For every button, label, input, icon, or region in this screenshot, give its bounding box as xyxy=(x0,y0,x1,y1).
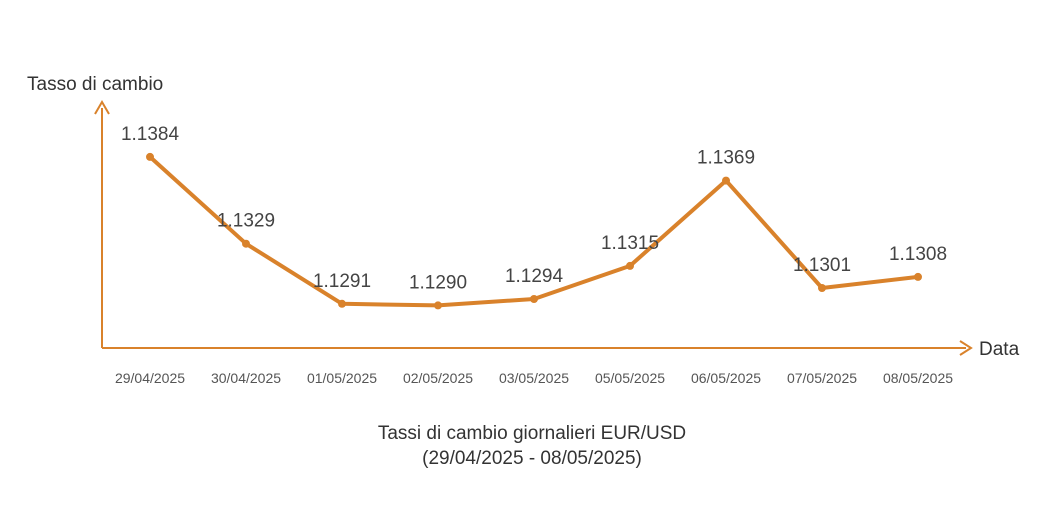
data-label: 1.1301 xyxy=(793,255,851,276)
x-tick-label: 29/04/2025 xyxy=(115,370,185,386)
data-point xyxy=(626,261,634,270)
data-label: 1.1291 xyxy=(313,271,371,292)
data-labels: 1.1384 1.1329 1.1291 1.1290 1.1294 1.1315 1.13… xyxy=(121,124,947,294)
x-tick-label: 07/05/2025 xyxy=(787,370,857,386)
data-point xyxy=(338,299,346,308)
data-label: 1.1384 xyxy=(121,124,180,145)
x-tick-label: 01/05/2025 xyxy=(307,370,377,386)
data-point xyxy=(434,301,442,310)
data-point xyxy=(722,176,730,185)
data-points xyxy=(146,152,922,310)
x-tick-label: 05/05/2025 xyxy=(595,370,665,386)
data-point xyxy=(818,284,826,292)
x-tick-label: 02/05/2025 xyxy=(403,370,473,386)
data-label: 1.1369 xyxy=(697,148,755,169)
x-tick-label: 06/05/2025 xyxy=(691,370,761,386)
x-tick-labels: 29/04/2025 30/04/2025 01/05/2025 02/05/2025… xyxy=(115,370,953,386)
data-label: 1.1290 xyxy=(409,272,467,293)
data-point xyxy=(530,295,538,303)
data-label: 1.1315 xyxy=(601,233,659,254)
data-label: 1.1329 xyxy=(217,211,275,232)
x-tick-label: 08/05/2025 xyxy=(883,370,953,386)
x-tick-label: 30/04/2025 xyxy=(211,370,281,386)
x-tick-label: 03/05/2025 xyxy=(499,370,569,386)
data-label: 1.1294 xyxy=(505,266,564,287)
x-axis-arrow-icon xyxy=(959,340,973,356)
x-axis-title: Data xyxy=(979,339,1020,360)
data-point xyxy=(914,272,922,281)
data-point xyxy=(242,239,250,248)
y-axis-arrow-icon xyxy=(94,100,110,115)
y-axis-title: Tasso di cambio xyxy=(27,74,163,95)
data-label: 1.1308 xyxy=(889,244,947,265)
data-point xyxy=(146,152,154,161)
chart-title: Tassi di cambio giornalieri EUR/USD xyxy=(378,423,686,444)
chart-subtitle: (29/04/2025 - 08/05/2025) xyxy=(422,448,642,469)
